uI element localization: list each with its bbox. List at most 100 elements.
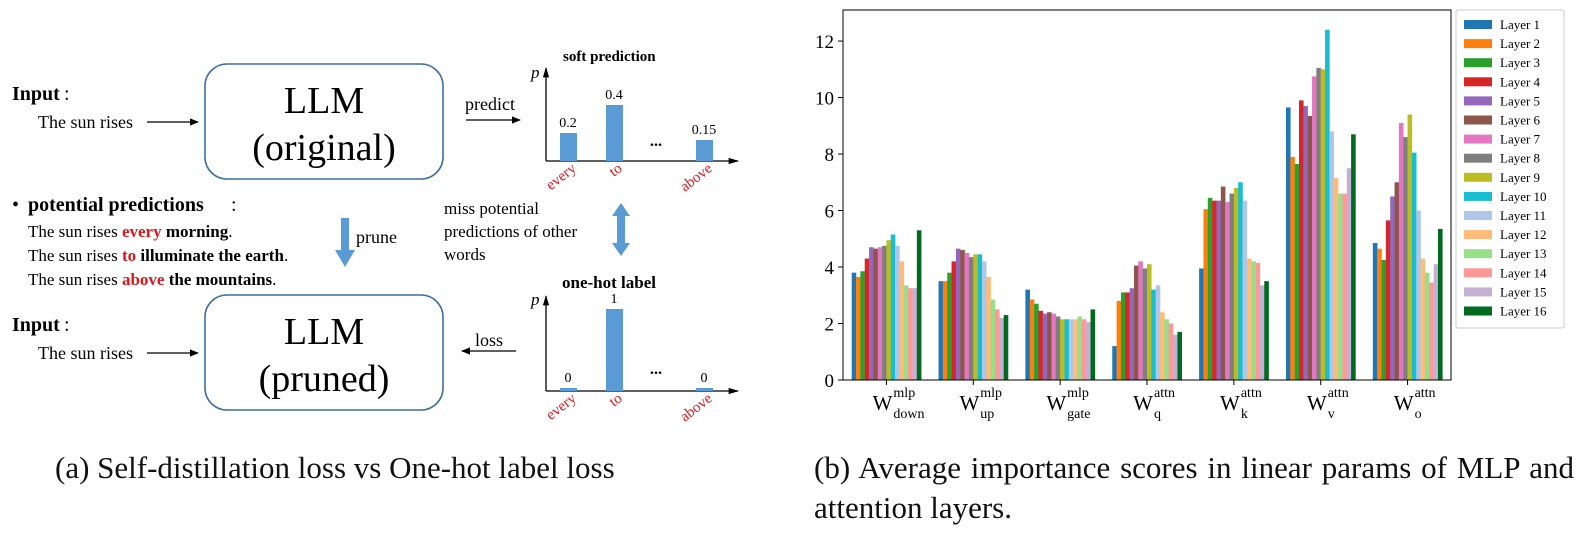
bar-layer-8-down: [882, 245, 887, 380]
bar-layer-5-v: [1303, 106, 1308, 380]
bar-layer-1-down: [851, 272, 857, 380]
bar-layer-1-k: [1199, 268, 1204, 380]
y-tick-label: 8: [825, 145, 835, 166]
bar-layer-4-gate: [1038, 310, 1044, 380]
legend-swatch-layer-6: [1464, 115, 1492, 125]
bar-layer-1-v: [1285, 107, 1291, 380]
x-tick-label-gate: W: [1046, 391, 1066, 415]
x-tick-superscript-o: attn: [1415, 386, 1436, 401]
bar-layer-3-o: [1381, 259, 1387, 380]
bar-layer-9-up: [973, 254, 978, 380]
bar-layer-10-v: [1325, 29, 1330, 381]
bar-layer-14-v: [1342, 193, 1348, 380]
x-tick-subscript-down: down: [893, 407, 924, 422]
bar-layer-12-o: [1420, 258, 1426, 380]
legend-label-layer-16: Layer 16: [1500, 304, 1547, 319]
legend-label-layer-3: Layer 3: [1500, 55, 1540, 70]
x-tick-label-up: W: [959, 391, 979, 415]
bar-layer-16-v: [1351, 134, 1356, 380]
legend-label-layer-11: Layer 11: [1500, 208, 1546, 223]
x-tick-superscript-v: attn: [1328, 386, 1349, 401]
bar-layer-10-k: [1238, 182, 1243, 380]
bar-layer-1-o: [1372, 243, 1378, 380]
legend-swatch-layer-5: [1464, 96, 1492, 106]
double-arrow-icon: [612, 203, 630, 256]
one-hot-category-label-to: to: [606, 391, 625, 411]
bar-layer-3-q: [1120, 292, 1126, 380]
top-input-sentence: The sun rises: [38, 112, 133, 132]
panel-a: Input : The sun rises LLM (original) pre…: [12, 49, 740, 425]
bar-layer-9-k: [1233, 187, 1239, 380]
legend-label-layer-12: Layer 12: [1500, 227, 1547, 242]
potential-predictions: • potential predictions : The sun rises …: [12, 194, 288, 289]
legend-swatch-layer-8: [1464, 153, 1492, 163]
bar-layer-3-gate: [1034, 303, 1039, 380]
bar-layer-14-down: [908, 288, 913, 380]
bar-layer-6-gate: [1047, 312, 1052, 380]
soft-prediction-bar-above: [696, 140, 713, 161]
legend-swatch-layer-16: [1464, 306, 1492, 316]
soft-prediction-value-label-above: 0.15: [692, 123, 717, 138]
y-tick-label: 4: [825, 258, 835, 279]
bar-layer-2-up: [942, 281, 948, 380]
bar-layer-3-down: [860, 271, 865, 380]
llm-pruned-box: [204, 294, 444, 411]
legend-swatch-layer-9: [1464, 172, 1492, 182]
legend-label-layer-8: Layer 8: [1500, 151, 1540, 166]
soft-prediction-ellipsis: ...: [650, 133, 662, 150]
miss-text-line-2: predictions of other: [444, 222, 577, 241]
prune-arrow-icon: [335, 218, 355, 267]
bar-layer-5-q: [1129, 288, 1135, 380]
x-tick-subscript-o: o: [1415, 407, 1422, 422]
x-tick-subscript-up: up: [980, 407, 994, 422]
bar-layer-1-q: [1112, 346, 1117, 380]
one-hot-bar-to: [606, 309, 623, 391]
x-tick-subscript-v: v: [1328, 407, 1335, 422]
bar-layer-11-up: [981, 261, 987, 380]
soft-prediction-value-label-every: 0.2: [559, 116, 577, 131]
bar-layer-9-q: [1147, 264, 1152, 380]
bar-layer-11-gate: [1068, 319, 1074, 380]
legend-swatch-layer-12: [1464, 230, 1492, 240]
bar-layer-3-up: [947, 272, 952, 380]
legend-swatch-layer-1: [1464, 20, 1492, 29]
potential-line-1: The sun rises every morning.: [28, 222, 232, 241]
bottom-input-sentence: The sun rises: [38, 343, 133, 363]
bar-layer-2-gate: [1029, 299, 1035, 380]
soft-prediction-category-label-above: above: [677, 160, 715, 195]
bar-layer-6-v: [1307, 115, 1313, 381]
legend-label-layer-6: Layer 6: [1500, 113, 1541, 128]
caption-b: (b) Average importance scores in linear …: [814, 450, 1574, 525]
legend-label-layer-7: Layer 7: [1500, 132, 1541, 147]
bar-layer-14-gate: [1081, 319, 1087, 380]
bar-layer-4-up: [951, 261, 957, 380]
bar-layer-13-gate: [1077, 316, 1083, 380]
bar-layer-8-up: [968, 257, 974, 380]
llm-pruned-line1: LLM: [284, 311, 364, 353]
bar-layer-14-up: [995, 309, 1000, 380]
y-tick-label: 12: [815, 32, 834, 53]
bar-layer-2-o: [1377, 248, 1382, 380]
one-hot-title: one-hot label: [562, 273, 656, 292]
bottom-input-colon: :: [64, 314, 70, 336]
legend-label-layer-15: Layer 15: [1500, 284, 1547, 299]
legend-label-layer-9: Layer 9: [1500, 170, 1540, 185]
x-tick-superscript-k: attn: [1241, 386, 1262, 401]
legend-label-layer-13: Layer 13: [1500, 246, 1547, 261]
legend-swatch-layer-10: [1464, 191, 1492, 201]
legend-box: [1455, 9, 1565, 329]
x-tick-label-o: W: [1394, 391, 1414, 415]
soft-prediction-category-label-every: every: [543, 160, 579, 193]
top-input-label: Input: [12, 83, 60, 105]
soft-prediction-title: soft prediction: [563, 49, 656, 65]
chart-y-axis: 0 2 4 6 8 10 12: [815, 32, 843, 392]
legend-swatch-layer-11: [1464, 211, 1492, 220]
bar-layer-16-down: [916, 230, 922, 380]
bar-layer-2-down: [856, 276, 861, 380]
bar-layer-10-up: [977, 254, 983, 380]
legend: Layer 1 Layer 2 Layer 3 Layer 4 Layer 5 Layer…: [1464, 17, 1547, 319]
soft-prediction-category-label-to: to: [606, 161, 625, 181]
one-hot-value-label-to: 1: [611, 292, 618, 307]
x-tick-subscript-gate: gate: [1067, 407, 1090, 422]
bar-layer-13-o: [1424, 272, 1430, 380]
